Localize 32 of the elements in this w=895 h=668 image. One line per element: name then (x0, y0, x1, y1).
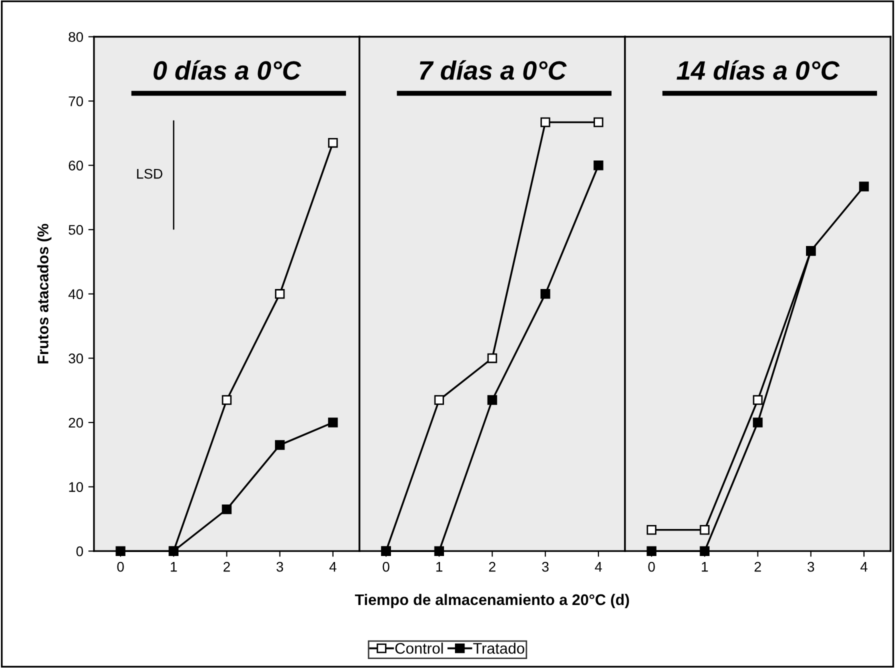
x-tick-label: 4 (329, 562, 336, 572)
y-tick-label: 30 (68, 354, 84, 364)
x-tick-label: 0 (382, 562, 390, 572)
x-tick-label: 0 (648, 562, 655, 572)
y-tick-label: 60 (68, 160, 84, 170)
x-tick-label: 2 (754, 562, 761, 572)
x-tick-label: 3 (542, 562, 549, 572)
text: 7 días a 0°C (420, 60, 567, 80)
x-tick-label: 1 (702, 562, 708, 572)
x-tick-label: 0 (117, 562, 124, 572)
y-tick-label: 40 (68, 289, 84, 300)
y-tick-label: 20 (68, 418, 84, 428)
x-tick-label: 2 (224, 562, 230, 572)
y-tick-label: 0 (76, 546, 84, 556)
x-tick-label: 1 (436, 562, 442, 572)
x-tick-label: 2 (489, 562, 496, 572)
y-tick-label: 70 (68, 96, 84, 106)
x-tick-label: 1 (170, 562, 177, 572)
x-tick-label: 4 (860, 562, 868, 572)
legend-label: Tratado (473, 642, 524, 654)
x-tick-label: 3 (276, 562, 284, 572)
legend-label: Control (395, 642, 443, 654)
x-axis-title: Tiempo de almacenamiento a 20°C (d) (354, 594, 629, 608)
text: 0 días a 0°C (154, 60, 302, 80)
y-tick-label: 80 (68, 32, 84, 42)
y-tick-label: 50 (68, 224, 84, 235)
annotation: LSD (137, 168, 162, 179)
text: 14 días a 0°C (676, 60, 840, 80)
y-tick-label: 10 (69, 482, 84, 492)
x-tick-label: 3 (808, 562, 814, 572)
y-axis-title: Frutos atacados (% (37, 224, 52, 364)
x-tick-label: 4 (594, 562, 602, 572)
